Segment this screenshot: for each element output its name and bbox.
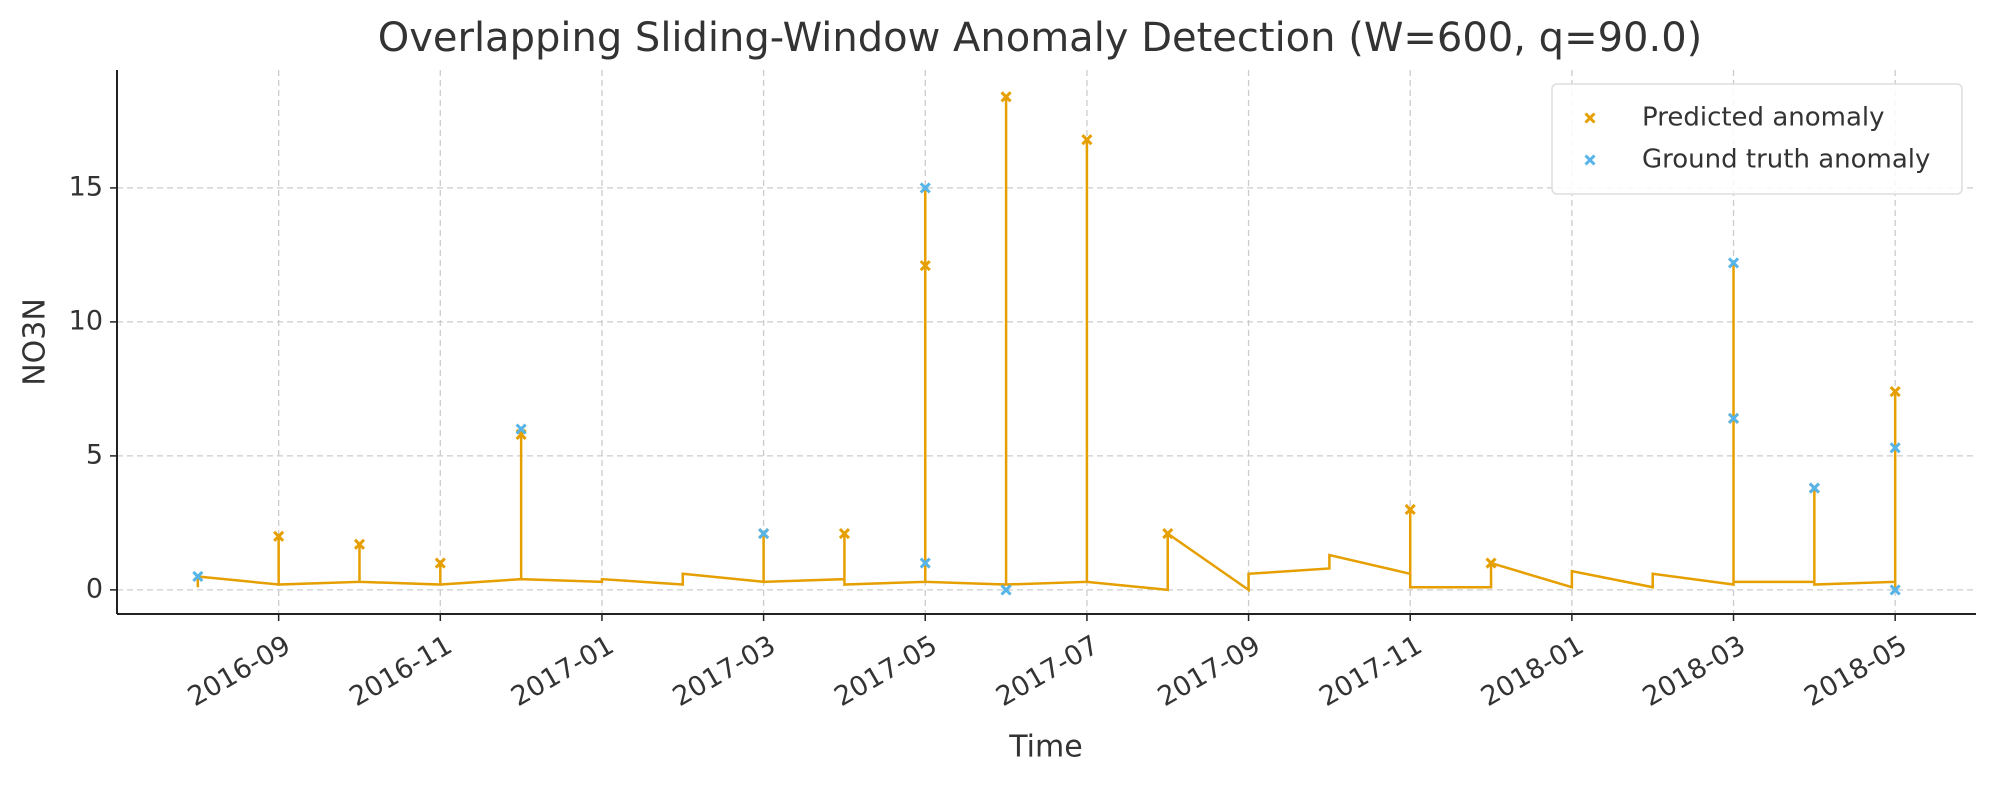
- anomaly-marker: [1404, 503, 1416, 516]
- anomaly-marker: [1081, 134, 1093, 146]
- anomaly-marker: [273, 530, 285, 542]
- y-tick-label: 0: [86, 573, 103, 604]
- anomaly-marker: [192, 570, 204, 583]
- anomaly-marker: [1889, 442, 1901, 454]
- anomaly-marker: [919, 260, 931, 272]
- legend-marker: [1584, 154, 1596, 166]
- x-tick-label: 2018-03: [1638, 630, 1751, 713]
- anomaly-marker: [1808, 482, 1820, 494]
- legend-box: [1551, 83, 1963, 195]
- anomaly-marker: [758, 528, 770, 540]
- x-tick-label: 2016-09: [183, 630, 296, 713]
- x-tick-label: 2017-03: [668, 630, 781, 713]
- chart-title: Overlapping Sliding-Window Anomaly Detec…: [378, 15, 1703, 61]
- anomaly-marker: [1727, 257, 1740, 269]
- x-tick-label: 2016-11: [344, 630, 457, 713]
- x-tick-label: 2018-05: [1799, 630, 1912, 713]
- x-axis-label: Time: [1008, 730, 1082, 765]
- anomaly-marker: [1889, 584, 1901, 596]
- y-tick-label: 15: [69, 171, 103, 202]
- x-tick-label: 2018-01: [1476, 630, 1589, 713]
- anomaly-marker: [919, 182, 931, 194]
- x-tick-label: 2017-05: [829, 630, 942, 713]
- anomaly-marker: [1727, 412, 1740, 424]
- legend-label: Predicted anomaly: [1642, 103, 1885, 133]
- anomaly-marker: [1889, 386, 1901, 398]
- anomaly-marker: [1162, 528, 1174, 540]
- y-axis-label: NO3N: [18, 298, 53, 386]
- anomaly-marker: [1000, 91, 1012, 103]
- y-tick-label: 5: [86, 439, 103, 470]
- anomaly-marker: [1000, 584, 1012, 596]
- anomaly-marker: [838, 528, 850, 540]
- data-line: [196, 96, 1897, 593]
- x-tick-label: 2017-11: [1314, 630, 1427, 713]
- legend-marker: [1584, 112, 1596, 124]
- anomaly-marker: [434, 557, 446, 569]
- anomaly-marker: [353, 538, 366, 550]
- anomaly-marker: [1485, 557, 1497, 569]
- x-tick-label: 2017-07: [991, 630, 1104, 713]
- y-tick-label: 10: [69, 305, 103, 336]
- x-tick-label: 2017-01: [506, 630, 619, 713]
- anomaly-marker: [919, 557, 931, 569]
- legend-label: Ground truth anomaly: [1642, 145, 1930, 175]
- anomaly-marker: [515, 423, 527, 435]
- x-tick-label: 2017-09: [1153, 630, 1266, 713]
